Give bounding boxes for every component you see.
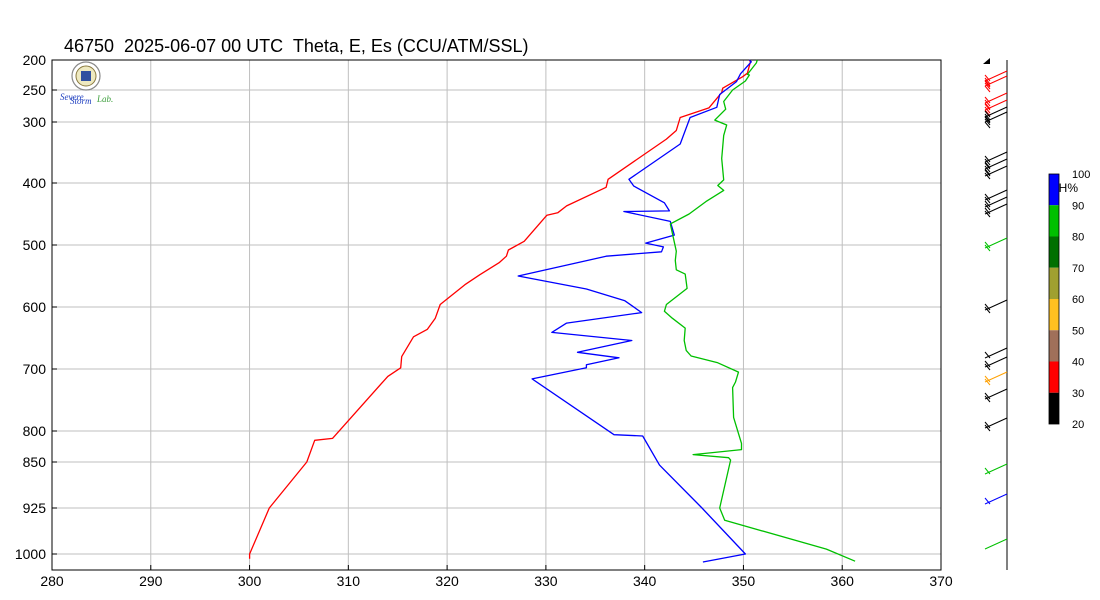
wind-barb [984,356,1008,371]
colorbar-frame [1048,173,1060,425]
x-tick-label: 300 [238,573,262,589]
wind-barb [984,237,1008,252]
colorbar-tick-label: 70 [1072,263,1084,275]
wind-barb [984,203,1008,218]
wind-barb [984,347,1008,359]
colorbar-tick-label: 40 [1072,357,1084,369]
wind-barb [984,417,1008,432]
x-tick-label: 360 [831,573,855,589]
axis-layer: 280 290 300 310 320 330 340 350 360 370 200 250 300 4… [15,52,953,589]
colorbar-segment [1049,361,1059,393]
wind-barb [984,75,1008,93]
colorbar-tick-label: 20 [1072,419,1084,431]
x-tick-label: 330 [534,573,558,589]
wind-barb [984,99,1008,117]
wind-barb [984,299,1008,314]
colorbar-segment [1049,392,1059,424]
severe-storm-lab-logo: Severe Storm Lab. [60,61,113,106]
wind-barb [984,111,1008,129]
y-tick-label: 600 [23,299,47,315]
colorbar-tick-label: 80 [1072,232,1084,244]
x-tick-label: 370 [929,573,953,589]
wind-barb [984,493,1008,505]
colorbar-segment [1049,205,1059,237]
x-tick-label: 350 [732,573,756,589]
wind-barb [984,165,1008,180]
chart-title: 46750 2025-06-07 00 UTC Theta, E, Es (CC… [64,36,529,56]
series-line-2 [663,59,856,562]
colorbar-segment [1049,330,1059,362]
x-tick-label: 310 [337,573,361,589]
y-tick-label: 250 [23,82,47,98]
x-tick-label: 290 [139,573,163,589]
colorbar-segment [1049,236,1059,268]
series-line-0 [248,59,752,559]
wind-barb [984,371,1008,386]
logo-text-storm: Storm [70,96,92,106]
wind-barb-panel [983,58,1008,570]
wind-barb [984,70,1008,88]
series-line-1 [517,59,752,563]
y-tick-label: 925 [23,500,47,516]
wind-barb [984,106,1008,124]
x-tick-label: 340 [633,573,657,589]
plot-frame [51,59,942,571]
logo-text-lab: Lab. [96,94,113,104]
wind-barb [984,196,1008,211]
y-tick-label: 200 [23,52,47,68]
grid-layer [52,60,941,570]
y-tick-label: 850 [23,454,47,470]
wind-barb [984,189,1008,204]
colorbar-tick-label: 50 [1072,325,1084,337]
colorbar-tick-label: 30 [1072,388,1084,400]
colorbar-tick-label: 60 [1072,294,1084,306]
y-tick-label: 800 [23,423,47,439]
y-tick-label: 1000 [15,546,46,562]
wind-barb [984,388,1008,403]
colorbar-segment [1049,267,1059,299]
wind-barb [984,463,1008,475]
y-tick-label: 700 [23,361,47,377]
colorbar-segment [1049,299,1059,331]
series-layer [248,59,856,563]
colorbar-segment [1049,174,1059,206]
colorbar-tick-label: 100 [1072,169,1090,181]
y-tick-label: 400 [23,175,47,191]
y-tick-label: 500 [23,237,47,253]
x-tick-label: 280 [40,573,64,589]
logo-text-severe: Severe [60,92,84,102]
colorbar-tick-label: 90 [1072,200,1084,212]
wind-barb-top-marker [983,58,990,64]
wind-barb [984,538,1008,550]
y-tick-label: 300 [23,114,47,130]
x-tick-label: 320 [435,573,459,589]
